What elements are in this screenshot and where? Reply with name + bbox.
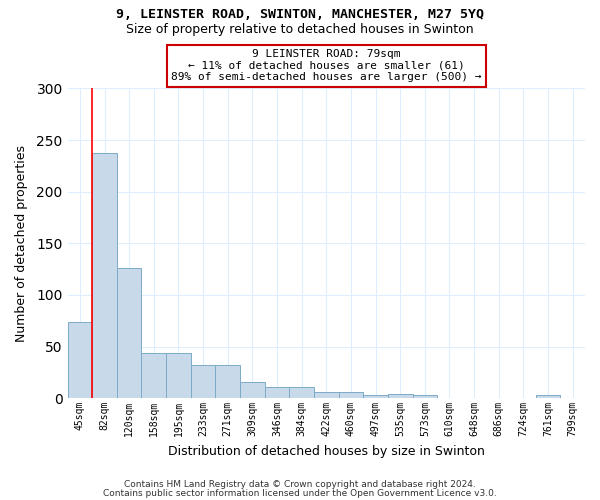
- Bar: [363, 395, 388, 398]
- Bar: [68, 322, 92, 398]
- Y-axis label: Number of detached properties: Number of detached properties: [15, 145, 28, 342]
- Text: Contains HM Land Registry data © Crown copyright and database right 2024.: Contains HM Land Registry data © Crown c…: [124, 480, 476, 489]
- Bar: [142, 352, 166, 398]
- Bar: [265, 387, 289, 398]
- Bar: [92, 154, 117, 398]
- Bar: [215, 365, 240, 398]
- Text: Size of property relative to detached houses in Swinton: Size of property relative to detached ho…: [126, 22, 474, 36]
- Text: 9 LEINSTER ROAD: 79sqm
← 11% of detached houses are smaller (61)
89% of semi-det: 9 LEINSTER ROAD: 79sqm ← 11% of detached…: [171, 49, 482, 82]
- Bar: [117, 268, 142, 398]
- Bar: [314, 392, 338, 398]
- Bar: [413, 395, 437, 398]
- Text: 9, LEINSTER ROAD, SWINTON, MANCHESTER, M27 5YQ: 9, LEINSTER ROAD, SWINTON, MANCHESTER, M…: [116, 8, 484, 20]
- Text: Contains public sector information licensed under the Open Government Licence v3: Contains public sector information licen…: [103, 488, 497, 498]
- Bar: [338, 392, 363, 398]
- Bar: [289, 387, 314, 398]
- Bar: [536, 395, 560, 398]
- Bar: [388, 394, 413, 398]
- Bar: [166, 352, 191, 398]
- X-axis label: Distribution of detached houses by size in Swinton: Distribution of detached houses by size …: [168, 444, 485, 458]
- Bar: [240, 382, 265, 398]
- Bar: [191, 365, 215, 398]
